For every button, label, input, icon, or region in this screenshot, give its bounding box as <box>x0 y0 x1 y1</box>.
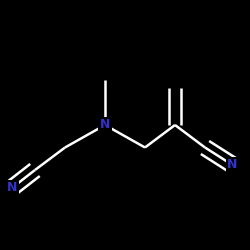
Text: N: N <box>227 158 238 172</box>
Text: N: N <box>7 181 18 194</box>
Text: N: N <box>100 118 110 132</box>
